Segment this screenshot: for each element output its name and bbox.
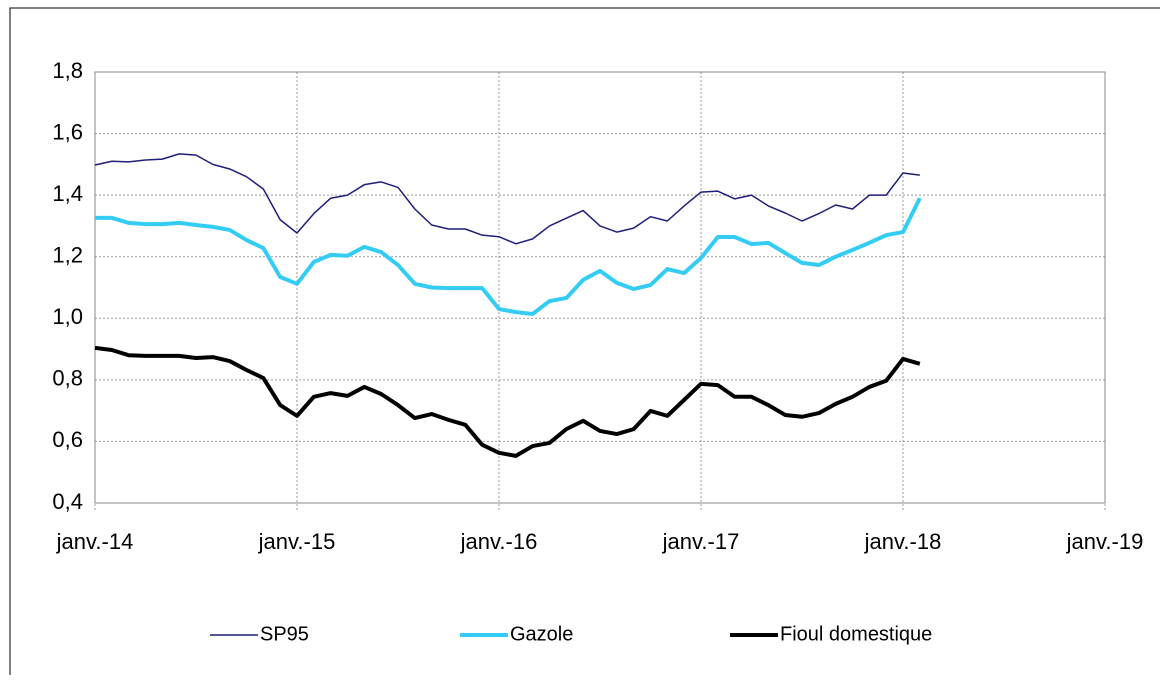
y-tick-label: 1,4 [52,181,83,206]
legend-label: SP95 [260,623,309,645]
series-line [94,153,920,245]
plot-border [94,71,1106,504]
x-tick-label: janv.-14 [56,529,134,554]
legend-label: Gazole [510,623,573,645]
series-line [95,197,922,316]
y-tick-label: 0,4 [52,489,83,514]
legend-label: Fioul domestique [780,623,932,645]
y-tick-label: 0,6 [52,427,83,452]
y-tick-label: 1,6 [52,119,83,144]
chart-frame [9,7,1160,680]
x-tick-label: janv.-18 [864,529,942,554]
y-tick-label: 1,0 [52,304,83,329]
x-tick-label: janv.-17 [662,529,740,554]
y-tick-label: 1,8 [52,58,83,83]
y-tick-label: 1,2 [52,243,83,268]
series-line [94,345,921,458]
x-tick-label: janv.-19 [1066,529,1144,554]
x-tick-label: janv.-15 [258,529,336,554]
y-tick-label: 0,8 [52,366,83,391]
x-tick-label: janv.-16 [460,529,538,554]
